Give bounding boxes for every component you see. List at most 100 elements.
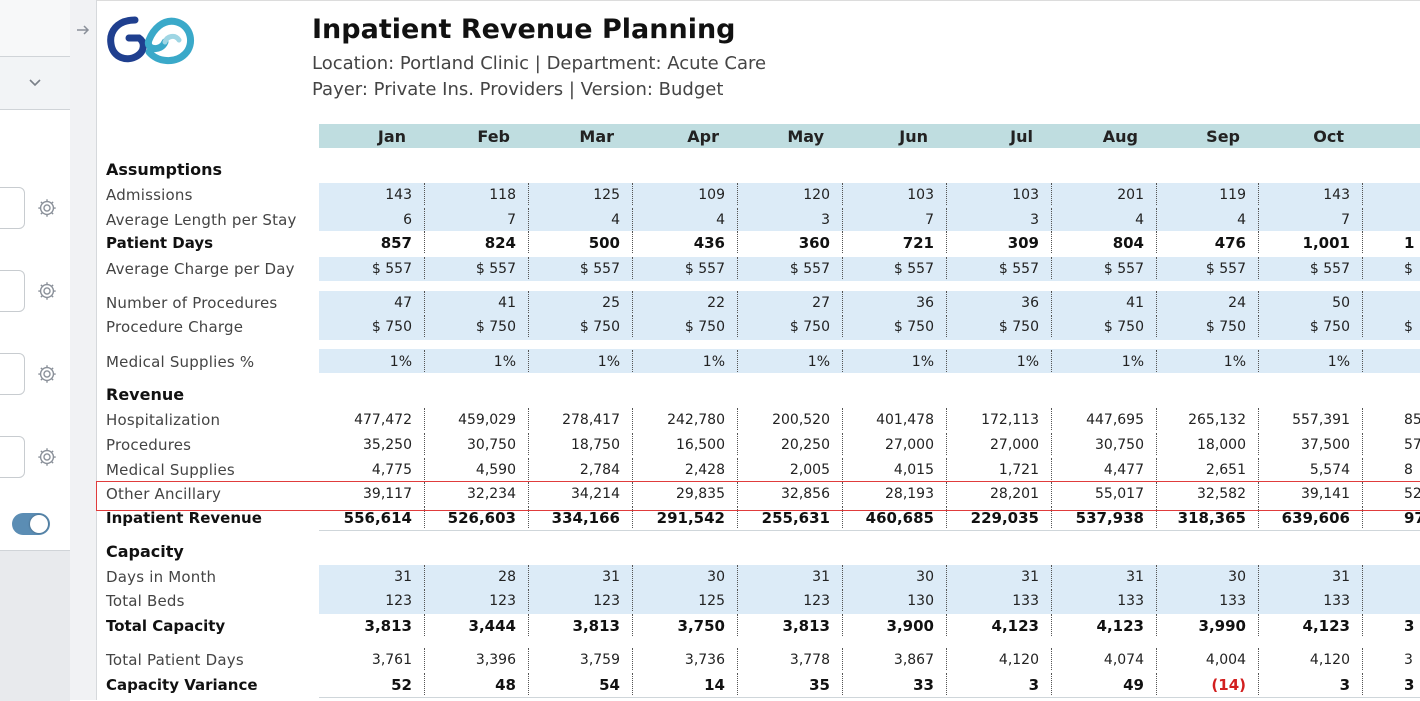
cell-med-supplies-pct-jun[interactable]: 1% — [911, 354, 934, 370]
cell-total-beds-jul[interactable]: 133 — [1012, 593, 1039, 609]
cell-total-capacity-may[interactable]: 3,813 — [782, 617, 830, 635]
gear-icon[interactable] — [36, 280, 58, 302]
cell-admissions-jan[interactable]: 143 — [385, 187, 412, 203]
cell-capacity-variance-apr[interactable]: 14 — [704, 676, 725, 694]
cell-avg-charge-oct[interactable]: $ 557 — [1309, 261, 1350, 277]
cell-inpatient-revenue-jan[interactable]: 556,614 — [343, 509, 412, 527]
cell-avg-length-feb[interactable]: 7 — [507, 212, 516, 228]
cell-patient-days-feb[interactable]: 824 — [484, 234, 516, 252]
cell-admissions-sep[interactable]: 119 — [1219, 187, 1246, 203]
cell-procedures-feb[interactable]: 30,750 — [467, 437, 516, 453]
cell-days-in-month-jul[interactable]: 31 — [1021, 569, 1039, 585]
parameter-input-2[interactable] — [0, 270, 25, 312]
cell-other-ancillary-jan[interactable]: 39,117 — [363, 486, 412, 502]
cell-total-capacity-jul[interactable]: 4,123 — [991, 617, 1039, 635]
cell-patient-days-mar[interactable]: 500 — [588, 234, 620, 252]
cell-capacity-variance-jun[interactable]: 33 — [913, 676, 934, 694]
cell-days-in-month-jan[interactable]: 31 — [394, 569, 412, 585]
cell-avg-length-jul[interactable]: 3 — [1030, 212, 1039, 228]
cell-total-patient-days-aug[interactable]: 4,074 — [1103, 652, 1144, 668]
cell-other-ancillary-apr[interactable]: 29,835 — [676, 486, 725, 502]
cell-total-beds-may[interactable]: 123 — [803, 593, 830, 609]
cell-admissions-mar[interactable]: 125 — [593, 187, 620, 203]
cell-capacity-variance-sep[interactable]: (14) — [1211, 676, 1246, 694]
arrow-right-icon[interactable] — [75, 22, 91, 38]
cell-med-supplies-pct-apr[interactable]: 1% — [702, 354, 725, 370]
cell-patient-days-oct[interactable]: 1,001 — [1302, 234, 1350, 252]
cell-total-patient-days-jul[interactable]: 4,120 — [998, 652, 1039, 668]
cell-total-beds-jun[interactable]: 130 — [907, 593, 934, 609]
cell-procedure-charge-sep[interactable]: $ 750 — [1205, 319, 1246, 335]
cell-procedures-mar[interactable]: 18,750 — [571, 437, 620, 453]
cell-capacity-variance-aug[interactable]: 49 — [1123, 676, 1144, 694]
cell-inpatient-revenue-nov[interactable]: 974 — [1404, 509, 1420, 527]
cell-admissions-feb[interactable]: 118 — [489, 187, 516, 203]
cell-other-ancillary-nov[interactable]: 52 — [1404, 486, 1420, 502]
cell-hospitalization-may[interactable]: 200,520 — [772, 412, 830, 428]
cell-hospitalization-jul[interactable]: 172,113 — [981, 412, 1039, 428]
cell-inpatient-revenue-feb[interactable]: 526,603 — [447, 509, 516, 527]
cell-other-ancillary-mar[interactable]: 34,214 — [571, 486, 620, 502]
panel-dropdown[interactable] — [0, 57, 70, 110]
cell-procedures-sep[interactable]: 18,000 — [1197, 437, 1246, 453]
cell-procedure-charge-may[interactable]: $ 750 — [789, 319, 830, 335]
cell-total-patient-days-may[interactable]: 3,778 — [789, 652, 830, 668]
cell-procedure-charge-oct[interactable]: $ 750 — [1309, 319, 1350, 335]
cell-total-beds-aug[interactable]: 133 — [1117, 593, 1144, 609]
cell-med-supplies-pct-oct[interactable]: 1% — [1327, 354, 1350, 370]
cell-medical-supplies-feb[interactable]: 4,590 — [475, 462, 516, 478]
cell-procedure-charge-apr[interactable]: $ 750 — [684, 319, 725, 335]
cell-procedure-charge-jul[interactable]: $ 750 — [998, 319, 1039, 335]
cell-total-beds-jan[interactable]: 123 — [385, 593, 412, 609]
cell-admissions-may[interactable]: 120 — [803, 187, 830, 203]
cell-avg-charge-jun[interactable]: $ 557 — [893, 261, 934, 277]
gear-icon[interactable] — [36, 446, 58, 468]
cell-procedures-oct[interactable]: 37,500 — [1301, 437, 1350, 453]
cell-hospitalization-oct[interactable]: 557,391 — [1292, 412, 1350, 428]
cell-avg-charge-apr[interactable]: $ 557 — [684, 261, 725, 277]
cell-procedure-charge-mar[interactable]: $ 750 — [579, 319, 620, 335]
cell-total-patient-days-oct[interactable]: 4,120 — [1309, 652, 1350, 668]
cell-other-ancillary-feb[interactable]: 32,234 — [467, 486, 516, 502]
cell-other-ancillary-may[interactable]: 32,856 — [781, 486, 830, 502]
cell-procedure-charge-aug[interactable]: $ 750 — [1103, 319, 1144, 335]
cell-avg-charge-may[interactable]: $ 557 — [789, 261, 830, 277]
cell-med-supplies-pct-mar[interactable]: 1% — [597, 354, 620, 370]
cell-procedures-apr[interactable]: 16,500 — [676, 437, 725, 453]
cell-procedures-jun[interactable]: 27,000 — [885, 437, 934, 453]
cell-inpatient-revenue-jun[interactable]: 460,685 — [865, 509, 934, 527]
cell-other-ancillary-oct[interactable]: 39,141 — [1301, 486, 1350, 502]
cell-other-ancillary-jul[interactable]: 28,201 — [990, 486, 1039, 502]
cell-total-patient-days-jun[interactable]: 3,867 — [893, 652, 934, 668]
cell-num-procedures-feb[interactable]: 41 — [498, 295, 516, 311]
cell-inpatient-revenue-sep[interactable]: 318,365 — [1177, 509, 1246, 527]
cell-procedures-jan[interactable]: 35,250 — [363, 437, 412, 453]
cell-num-procedures-jun[interactable]: 36 — [916, 295, 934, 311]
cell-total-capacity-oct[interactable]: 4,123 — [1302, 617, 1350, 635]
cell-med-supplies-pct-feb[interactable]: 1% — [493, 354, 516, 370]
cell-medical-supplies-jun[interactable]: 4,015 — [893, 462, 934, 478]
cell-total-beds-sep[interactable]: 133 — [1219, 593, 1246, 609]
cell-days-in-month-oct[interactable]: 31 — [1332, 569, 1350, 585]
cell-days-in-month-mar[interactable]: 31 — [602, 569, 620, 585]
cell-procedure-charge-nov[interactable]: $ — [1404, 319, 1413, 335]
toggle-switch[interactable] — [12, 513, 50, 535]
cell-days-in-month-jun[interactable]: 30 — [916, 569, 934, 585]
cell-days-in-month-feb[interactable]: 28 — [498, 569, 516, 585]
cell-medical-supplies-mar[interactable]: 2,784 — [579, 462, 620, 478]
cell-total-patient-days-apr[interactable]: 3,736 — [684, 652, 725, 668]
parameter-input-4[interactable] — [0, 436, 25, 478]
cell-med-supplies-pct-sep[interactable]: 1% — [1223, 354, 1246, 370]
cell-total-beds-apr[interactable]: 125 — [698, 593, 725, 609]
cell-total-beds-mar[interactable]: 123 — [593, 593, 620, 609]
cell-days-in-month-may[interactable]: 31 — [812, 569, 830, 585]
cell-admissions-apr[interactable]: 109 — [698, 187, 725, 203]
cell-patient-days-sep[interactable]: 476 — [1214, 234, 1246, 252]
cell-medical-supplies-oct[interactable]: 5,574 — [1309, 462, 1350, 478]
cell-admissions-jul[interactable]: 103 — [1012, 187, 1039, 203]
cell-admissions-aug[interactable]: 201 — [1117, 187, 1144, 203]
cell-num-procedures-jul[interactable]: 36 — [1021, 295, 1039, 311]
cell-avg-length-apr[interactable]: 4 — [716, 212, 725, 228]
gear-icon[interactable] — [36, 363, 58, 385]
cell-admissions-jun[interactable]: 103 — [907, 187, 934, 203]
